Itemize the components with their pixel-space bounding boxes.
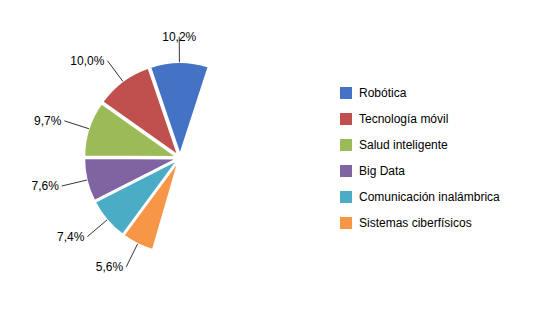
legend-swatch — [340, 191, 352, 203]
legend-swatch — [340, 87, 352, 99]
data-label: 10,0% — [70, 54, 104, 68]
legend-label: Big Data — [359, 164, 405, 178]
leader-line — [62, 180, 87, 186]
leader-line — [107, 61, 122, 82]
legend-label: Robótica — [359, 86, 407, 100]
leader-line — [126, 244, 137, 267]
data-label: 9,7% — [34, 114, 62, 128]
legend: Robótica Tecnología móvil Salud inteligent… — [340, 86, 500, 230]
data-label: 10,2% — [162, 30, 196, 44]
legend-label: Tecnología móvil — [359, 112, 448, 126]
leader-line — [64, 121, 89, 129]
legend-label: Salud inteligente — [359, 138, 448, 152]
leader-line — [87, 220, 107, 237]
legend-label: Comunicación inalámbrica — [359, 190, 500, 204]
data-label: 7,4% — [57, 230, 85, 244]
legend-label: Sistemas ciberfísicos — [359, 216, 472, 230]
legend-swatch — [340, 113, 352, 125]
pie-slice — [124, 161, 179, 249]
data-labels: 10,2% 10,0% 9,7% 7,6% 7,4% 5,6% — [31, 30, 196, 274]
slices — [84, 62, 208, 249]
legend-swatch — [340, 217, 352, 229]
pie-slice — [84, 104, 176, 157]
data-label: 7,6% — [31, 179, 59, 193]
legend-swatch — [340, 139, 352, 151]
chart-container: 10,2% 10,0% 9,7% 7,6% 7,4% 5,6% Robótica Tecnol… — [0, 0, 552, 316]
chart: 10,2% 10,0% 9,7% 7,6% 7,4% 5,6% Robótica Tecnol… — [0, 0, 552, 316]
legend-swatch — [340, 165, 352, 177]
data-label: 5,6% — [96, 260, 124, 274]
